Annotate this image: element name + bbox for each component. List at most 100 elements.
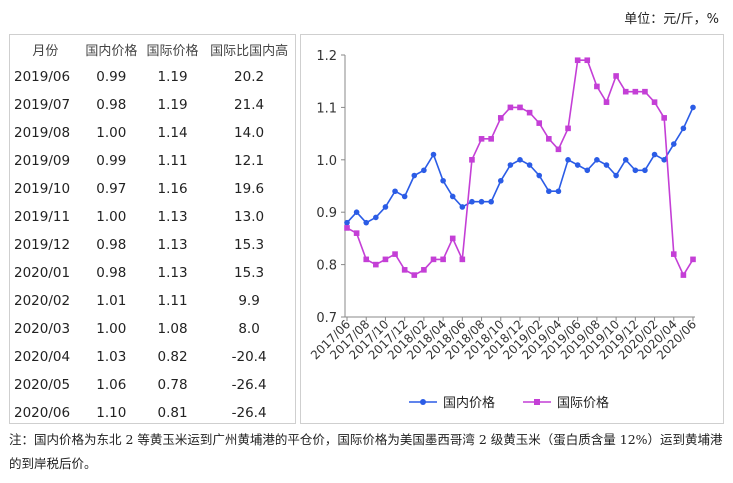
data-point-international bbox=[632, 88, 639, 95]
cell-domestic-price: 0.97 bbox=[96, 181, 127, 197]
cell-difference: 12.1 bbox=[234, 153, 265, 169]
data-point-international bbox=[401, 267, 408, 273]
table-header-row: 月份 国内价格 国际价格 国际比国内高 bbox=[10, 35, 295, 63]
data-point-international bbox=[411, 272, 418, 278]
table-row: 2019/07 0.98 1.19 21.4 bbox=[10, 91, 295, 119]
data-point-international bbox=[488, 136, 494, 142]
data-point-domestic bbox=[373, 214, 379, 221]
data-point-domestic bbox=[670, 141, 677, 147]
cell-difference: 21.4 bbox=[234, 97, 265, 113]
cell-month: 2020/01 bbox=[14, 265, 71, 281]
cell-international-price: 1.13 bbox=[157, 209, 188, 225]
table-row: 2019/06 0.99 1.19 20.2 bbox=[10, 63, 295, 91]
data-point-domestic bbox=[526, 162, 533, 168]
data-point-international bbox=[382, 256, 389, 263]
data-point-domestic bbox=[363, 219, 370, 226]
legend-label: 国际价格 bbox=[557, 395, 609, 411]
cell-domestic-price: 0.98 bbox=[96, 97, 127, 113]
data-point-domestic bbox=[421, 167, 427, 174]
data-point-domestic bbox=[584, 167, 591, 174]
header-month: 月份 bbox=[32, 43, 59, 59]
table-row: 2020/06 1.10 0.81 -26.4 bbox=[10, 399, 295, 427]
cell-domestic-price: 1.06 bbox=[96, 377, 127, 393]
cell-international-price: 1.16 bbox=[157, 181, 188, 197]
cell-domestic-price: 1.03 bbox=[96, 349, 127, 365]
header-international-price: 国际价格 bbox=[146, 43, 199, 59]
series-line-domestic bbox=[346, 107, 694, 224]
series-line-international bbox=[346, 59, 694, 277]
data-point-domestic bbox=[574, 162, 581, 168]
cell-difference: 13.0 bbox=[234, 209, 265, 225]
cell-domestic-price: 0.98 bbox=[96, 237, 127, 253]
data-point-domestic bbox=[440, 177, 446, 184]
cell-month: 2019/09 bbox=[14, 153, 71, 169]
data-point-domestic bbox=[392, 188, 398, 195]
data-point-domestic bbox=[459, 204, 466, 210]
data-point-international bbox=[661, 115, 667, 121]
data-point-domestic bbox=[632, 167, 639, 174]
cell-international-price: 1.08 bbox=[157, 321, 188, 337]
data-point-international bbox=[469, 157, 475, 163]
data-point-domestic bbox=[401, 193, 408, 200]
data-point-domestic bbox=[642, 167, 648, 174]
data-point-domestic bbox=[382, 204, 389, 210]
data-point-domestic bbox=[497, 177, 504, 184]
data-point-domestic bbox=[546, 188, 552, 195]
cell-domestic-price: 1.00 bbox=[96, 209, 127, 225]
chart-panel: 0.7 0.8 0.9 1.0 1.1 1.2 2017/06 2017/08 2017/10 2… bbox=[300, 34, 724, 424]
cell-difference: 15.3 bbox=[234, 237, 265, 253]
cell-international-price: 0.78 bbox=[157, 377, 188, 393]
data-point-domestic bbox=[430, 151, 437, 158]
cell-international-price: 1.11 bbox=[157, 293, 188, 309]
line-chart: 0.70.80.91.01.11.22017/062017/082017/102… bbox=[308, 49, 699, 411]
data-point-domestic bbox=[555, 188, 562, 195]
data-point-international bbox=[478, 136, 485, 142]
cell-international-price: 1.13 bbox=[157, 265, 188, 281]
y-tick-label: 1.1 bbox=[316, 101, 337, 116]
data-point-domestic bbox=[565, 157, 571, 163]
data-point-international bbox=[536, 120, 543, 126]
cell-domestic-price: 1.01 bbox=[96, 293, 127, 309]
cell-month: 2020/05 bbox=[14, 377, 71, 393]
data-point-international bbox=[363, 256, 370, 263]
cell-domestic-price: 1.10 bbox=[96, 405, 127, 421]
cell-domestic-price: 0.99 bbox=[96, 69, 127, 85]
legend-label: 国内价格 bbox=[443, 395, 495, 411]
data-point-international bbox=[546, 136, 552, 142]
data-point-international bbox=[603, 99, 610, 105]
y-tick-label: 0.9 bbox=[316, 206, 337, 221]
table-row: 2020/02 1.01 1.11 9.9 bbox=[10, 287, 295, 315]
data-point-international bbox=[430, 256, 437, 263]
data-point-international bbox=[594, 83, 600, 90]
cell-difference: 9.9 bbox=[238, 293, 260, 309]
cell-international-price: 1.14 bbox=[157, 125, 188, 141]
unit-label: 单位：元/斤，% bbox=[624, 12, 719, 27]
data-point-domestic bbox=[536, 172, 543, 179]
cell-international-price: 1.19 bbox=[157, 69, 188, 85]
data-point-domestic bbox=[622, 157, 629, 163]
data-point-domestic bbox=[690, 104, 696, 111]
cell-international-price: 0.81 bbox=[157, 405, 188, 421]
data-point-international bbox=[421, 267, 427, 273]
y-tick-label: 0.8 bbox=[316, 259, 337, 274]
header-difference: 国际比国内高 bbox=[210, 43, 289, 59]
data-point-domestic bbox=[661, 157, 667, 163]
cell-international-price: 1.13 bbox=[157, 237, 188, 253]
data-point-international bbox=[353, 230, 360, 236]
data-point-domestic bbox=[488, 198, 494, 205]
data-point-international bbox=[642, 88, 648, 95]
table-row: 2020/05 1.06 0.78 -26.4 bbox=[10, 371, 295, 399]
data-point-international bbox=[622, 88, 629, 95]
cell-difference: 20.2 bbox=[234, 69, 265, 85]
cell-domestic-price: 0.98 bbox=[96, 265, 127, 281]
data-point-domestic bbox=[594, 157, 600, 163]
data-point-international bbox=[392, 251, 398, 257]
data-point-international bbox=[440, 256, 446, 263]
data-point-domestic bbox=[353, 209, 360, 215]
cell-domestic-price: 1.00 bbox=[96, 125, 127, 141]
cell-international-price: 1.19 bbox=[157, 97, 188, 113]
y-tick-label: 1.0 bbox=[316, 154, 337, 169]
data-point-international bbox=[613, 73, 619, 79]
data-point-domestic bbox=[680, 125, 687, 132]
data-point-domestic bbox=[613, 172, 619, 179]
